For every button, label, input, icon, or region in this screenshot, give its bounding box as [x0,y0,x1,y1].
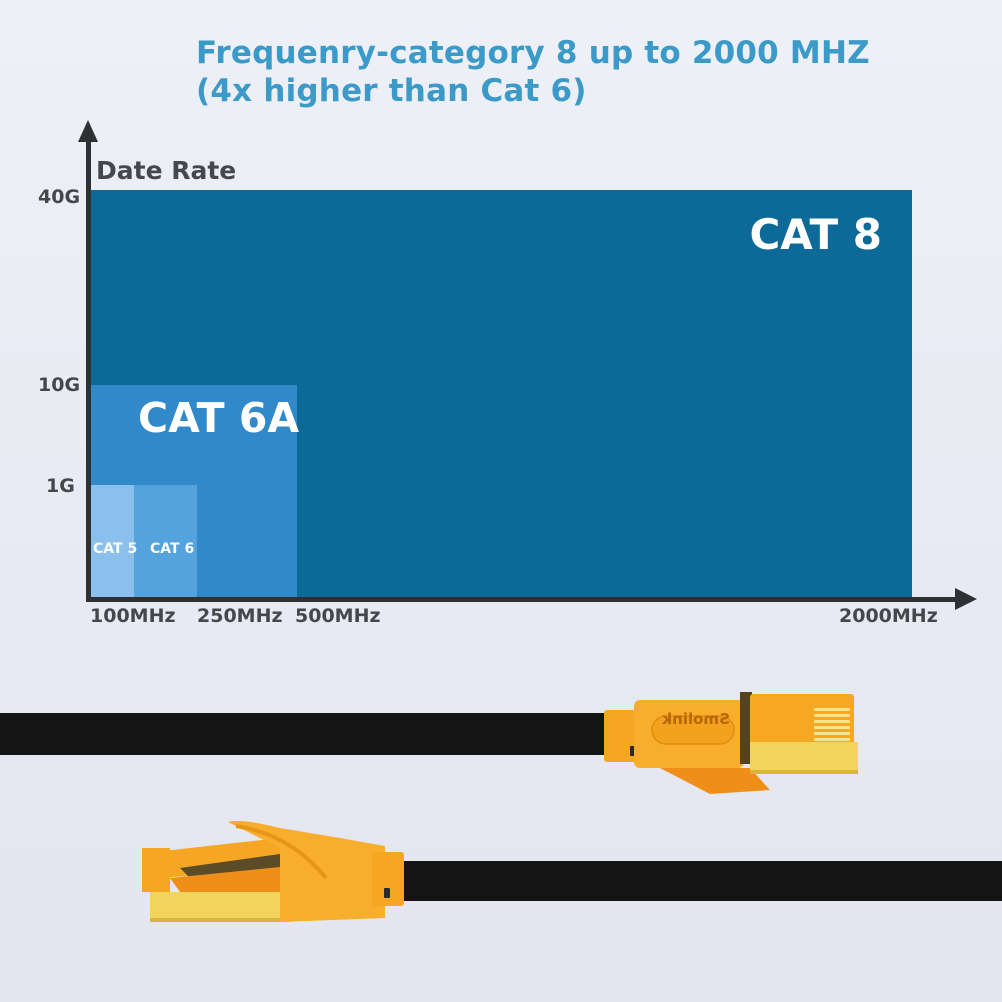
rj45-connector-icon [604,692,858,794]
y-axis [86,135,91,602]
cable-jacket-lower [395,861,1002,901]
y-tick-10g: 10G [38,374,81,396]
rj45-connector-icon [142,820,404,922]
x-tick-2000mhz: 2000MHz [839,605,938,627]
chart-title: Frequenry-category 8 up to 2000 MHZ (4x … [196,34,870,110]
brand-label: Smolink [662,710,730,728]
x-tick-500mhz: 500MHz [295,605,381,627]
x-tick-250mhz: 250MHz [197,605,283,627]
y-tick-1g: 1G [46,475,75,497]
y-axis-title: Date Rate [96,156,237,185]
cat6-label: CAT 6 [150,541,195,557]
y-tick-40g: 40G [38,186,81,208]
x-axis-arrow-icon [955,588,977,610]
x-axis [86,597,961,602]
cat5-label: CAT 5 [93,541,138,557]
x-tick-100mhz: 100MHz [90,605,176,627]
cat5-area [91,485,134,597]
cable-jacket-upper [0,713,612,755]
cat8-label: CAT 8 [749,210,882,259]
cat6a-label: CAT 6A [138,394,300,442]
y-axis-arrow-icon [78,120,98,142]
chart-title-line2: (4x higher than Cat 6) [196,73,587,109]
chart-title-line1: Frequenry-category 8 up to 2000 MHZ [196,35,870,71]
